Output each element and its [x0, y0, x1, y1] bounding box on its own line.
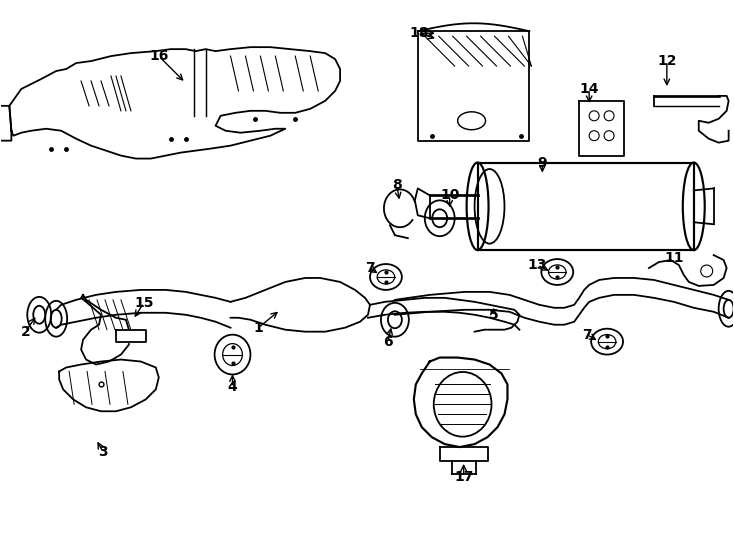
Text: 17: 17	[454, 470, 473, 484]
Text: 13: 13	[528, 258, 547, 272]
Text: 7: 7	[366, 261, 375, 275]
Text: 2: 2	[21, 325, 30, 339]
Text: 10: 10	[440, 188, 459, 202]
Text: 14: 14	[579, 82, 599, 96]
Text: 16: 16	[149, 49, 169, 63]
Text: 5: 5	[489, 308, 498, 322]
Polygon shape	[116, 330, 146, 342]
Text: 12: 12	[657, 54, 677, 68]
Text: 4: 4	[228, 380, 237, 394]
Text: 1: 1	[253, 321, 264, 335]
Text: 6: 6	[383, 335, 393, 349]
Text: 15: 15	[134, 296, 153, 310]
Text: 8: 8	[392, 178, 401, 192]
Text: 18: 18	[409, 26, 429, 40]
Text: 3: 3	[98, 445, 108, 459]
Text: 7: 7	[582, 328, 592, 342]
Text: 11: 11	[664, 251, 683, 265]
Text: 9: 9	[537, 156, 547, 170]
